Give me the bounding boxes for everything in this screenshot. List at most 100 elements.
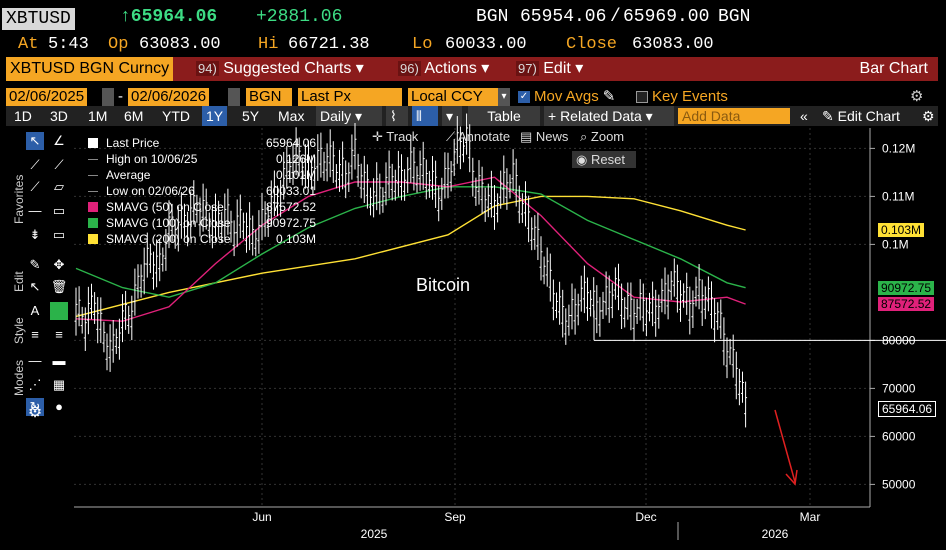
pointer-icon[interactable]: ↖ [26,132,44,150]
period-6m[interactable]: 6M [124,108,144,124]
settings-gear-icon[interactable]: ⚙ [27,404,43,421]
quote-header: ↑65964.06 +2881.06 BGN 65954.06 / 65969.… [0,7,946,33]
chart-legend: Last Price 65964.06 High on 10/06/25 0.126M… [84,135,316,247]
start-date-field[interactable]: 02/06/2025 [6,88,88,106]
currency-selector[interactable]: Local CCY [408,88,508,106]
legend-value: 60033.01 [265,184,316,198]
line-style-icon[interactable]: ≡ [55,327,63,342]
quote-source: BGN [476,7,509,27]
ohlc-header: At 5:43 Op 63083.00 Hi 66721.38 Lo 60033… [0,35,946,57]
move-icon[interactable]: ✥ [53,257,65,272]
trendline-icon[interactable]: ⟋ [30,157,40,172]
menu-number: 94) [196,61,219,76]
pattern-icon[interactable]: ▦ [52,377,66,392]
red-arrow-shaft [774,409,796,483]
source-field[interactable]: BGN [246,88,292,106]
menu-label: Edit ▾ [543,60,584,77]
end-date-field[interactable]: 02/06/2026 [128,88,210,106]
snap-mode-icon[interactable]: ↻ [26,398,44,416]
legend-name: SMAVG (100) on Close [106,216,231,230]
price-tag: 87572.52 [878,297,935,312]
bar-style-icon[interactable]: ⫴ [412,106,438,126]
select-icon[interactable]: ↖ [29,279,41,294]
crosshair-icon: ✛ [372,129,387,144]
trash-icon[interactable]: 🗑 [50,279,68,294]
fibonacci-icon[interactable]: ⇟ [29,227,41,242]
table-button[interactable]: Table [468,106,540,126]
field-selector[interactable]: Last Px [298,88,402,106]
legend-name: Average [106,168,151,182]
palette-mode-icon[interactable]: ● [55,399,63,414]
legend-swatch [88,234,98,244]
period-1y[interactable]: 1Y [202,106,228,126]
legend-value: 90972.75 [265,216,316,230]
edit-chart-button[interactable]: ✎ Edit Chart [818,106,904,126]
legend-row: SMAVG (100) on Close 90972.75 [84,215,316,231]
annotate-tool[interactable]: ⟋ Annotate [446,129,510,145]
checkbox-icon[interactable] [636,91,648,104]
gear-icon[interactable]: ⚙ [922,108,935,124]
suggested-charts-menu[interactable]: 94) Suggested Charts ▾ [196,57,364,81]
chart-type-label[interactable]: Bar Chart [859,60,928,77]
legend-name: High on 10/06/25 [106,152,198,166]
related-data-dropdown[interactable]: + Related Data ▾ [544,106,674,126]
period-ytd[interactable]: YTD [162,108,190,124]
ray-icon[interactable]: ⟋ [54,157,64,172]
rectangle-icon[interactable]: ▭ [52,203,66,218]
last-price: ↑65964.06 [120,7,218,27]
y-tick-label: 0.12M [882,141,915,155]
price-tag: 90972.75 [878,280,935,295]
chevron-down-icon[interactable]: ▾ [498,88,510,106]
channel-icon[interactable]: ▱ [54,179,64,194]
line-weight-icon[interactable]: ≡ [31,327,39,342]
calendar-icon[interactable] [102,88,114,106]
track-tool[interactable]: ✛ Track [372,129,418,145]
y-tick-label: 50000 [882,477,916,491]
text-tool-icon[interactable]: A [30,303,40,318]
fill-icon[interactable]: ▬ [52,353,66,368]
zoom-tool[interactable]: ⌕ Zoom [580,129,624,145]
track-label: Track [386,129,419,144]
line-color-icon[interactable]: — [28,353,42,368]
sma50-line [75,176,746,322]
add-data-input[interactable]: Add Data [678,108,790,124]
mov-avgs-label: Mov Avgs [534,88,599,105]
legend-value: 87572.52 [265,200,316,214]
chart-style-icon[interactable]: ⌇ [386,106,408,126]
quote-source-2: BGN [718,7,751,27]
segment-icon[interactable]: ⟋ [30,179,40,194]
horizontal-line-icon[interactable]: — [28,203,42,218]
actions-menu[interactable]: 96) Actions ▾ [398,57,489,81]
key-events-toggle[interactable]: Key Events [636,88,728,106]
frequency-dropdown[interactable]: Daily ▾ [316,106,382,126]
ticker-symbol[interactable]: XBTUSD [2,8,75,30]
bid-ask-separator: / [610,7,621,27]
collapse-icon[interactable]: « [800,108,808,124]
gear-icon[interactable]: ⚙ [910,88,924,105]
box-icon[interactable]: ▭ [52,227,66,242]
reset-label: Reset [590,152,625,167]
pencil-icon[interactable]: ✎ [602,88,616,105]
period-1m[interactable]: 1M [88,108,108,124]
pen-icon[interactable]: ✎ [29,257,41,272]
color-swatch-icon[interactable] [50,302,68,320]
period-max[interactable]: Max [278,108,305,124]
dashed-line-icon[interactable]: ⋰ [28,377,42,392]
legend-value: 0.101M [275,168,316,182]
edit-menu[interactable]: 97) Edit ▾ [516,57,583,81]
calendar-icon[interactable] [228,88,240,106]
checkbox-checked-icon[interactable]: ✓ [518,91,530,104]
line-tool-icon[interactable]: ∠ [53,133,65,148]
mov-avgs-toggle[interactable]: ✓ Mov Avgs ✎ [518,88,615,106]
reset-button[interactable]: ◉ Reset [572,151,636,168]
y-tick-label: 0.1M [882,237,909,251]
legend-swatch [88,202,98,212]
period-1d[interactable]: 1D [14,108,32,124]
legend-swatch [88,218,98,228]
period-5y[interactable]: 5Y [242,108,260,124]
period-3d[interactable]: 3D [50,108,68,124]
ask-price: 65969.00 [623,7,710,27]
news-tool[interactable]: ▤ News [520,129,568,145]
security-field[interactable]: XBTUSD BGN Curncy [6,57,174,81]
